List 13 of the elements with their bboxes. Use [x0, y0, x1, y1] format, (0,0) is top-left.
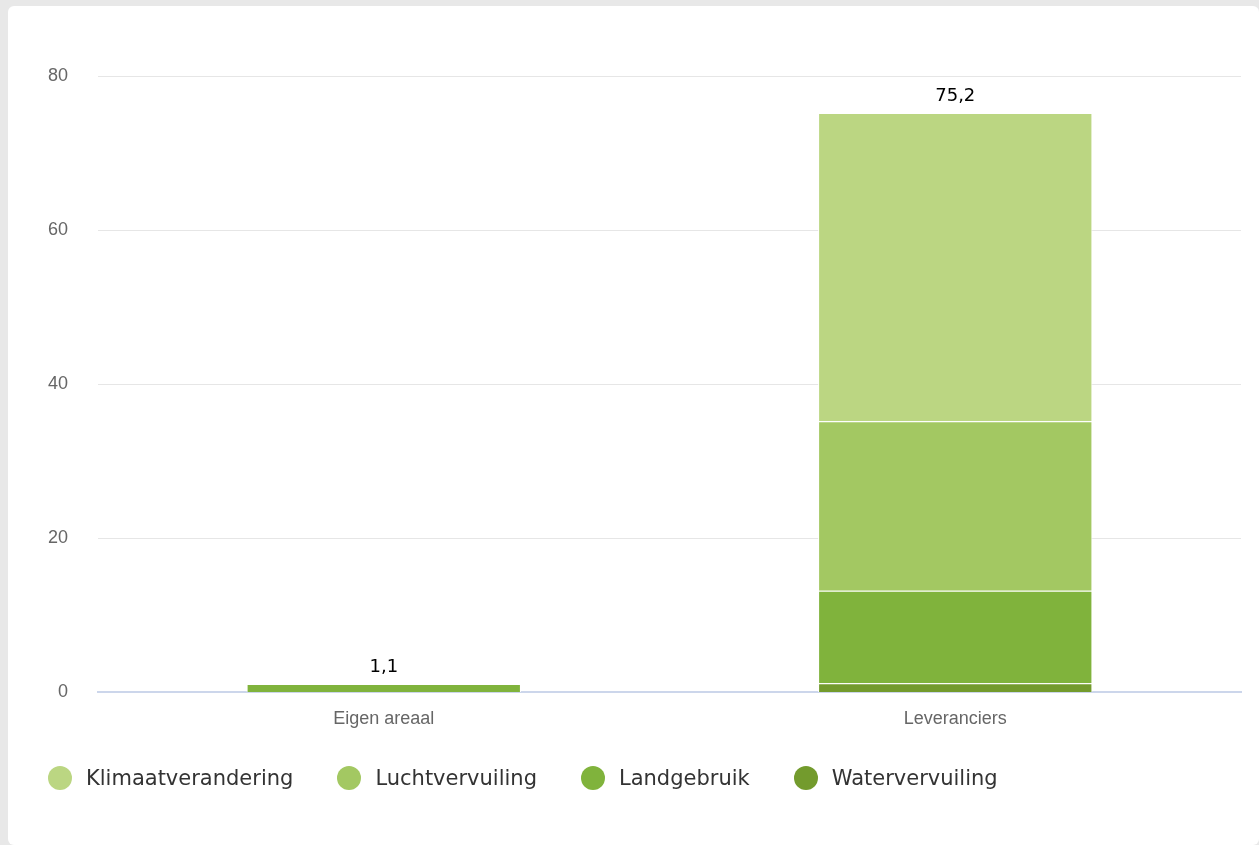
y-tick-label: 60 — [47, 219, 69, 240]
x-tick-label: Leveranciers — [903, 708, 1007, 729]
legend-label: Watervervuiling — [830, 766, 998, 790]
y-tick-label: 40 — [47, 373, 69, 394]
x-tick-label: Eigen areaal — [333, 708, 435, 729]
total-label: 1,1 — [369, 654, 399, 676]
y-tick-label: 80 — [47, 64, 69, 85]
legend-label: Klimaatverandering — [85, 766, 294, 790]
legend-label: Landgebruik — [618, 766, 750, 790]
y-tick-label: 20 — [47, 527, 69, 548]
total-label: 75,2 — [935, 83, 976, 105]
y-tick-label: 0 — [58, 681, 69, 702]
legend-label: Luchtvervuiling — [374, 766, 537, 790]
